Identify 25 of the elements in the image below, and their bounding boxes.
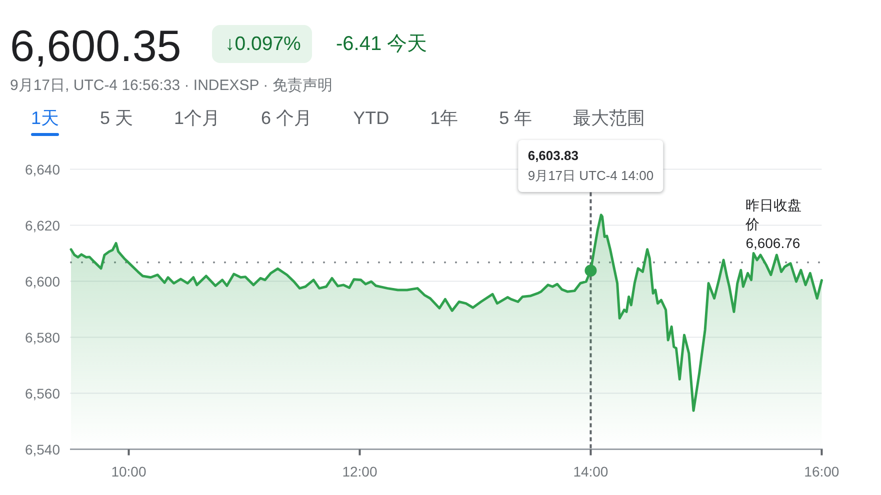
ref-label: 昨日收盘价 6,606.76	[746, 196, 803, 254]
x-tick-label: 10:00	[111, 463, 146, 480]
subtitle: 9月17日, UTC-4 16:56:33 · INDEXSP · 免责声明	[10, 76, 332, 96]
tab-label: 5 天	[100, 107, 134, 130]
x-tick-label: 12:00	[342, 463, 378, 480]
x-tick-label: 14:00	[573, 463, 608, 480]
tab-label: 最大范围	[573, 107, 646, 130]
tab-label: 6 个月	[261, 107, 312, 130]
ref-label: 9月17日 UTC-4 14:00	[528, 167, 654, 186]
tab-label: 1个月	[174, 107, 220, 130]
title: 6,600.35	[10, 25, 182, 69]
y-tick-label: 6,560	[24, 385, 60, 402]
change-percent: ↓0.097%	[212, 25, 312, 63]
y-tick-label: 6,600	[24, 273, 60, 290]
tab-label: 1年	[430, 107, 458, 130]
change-value: -6.41 今天	[336, 32, 428, 57]
y-tick-label: 6,640	[24, 161, 60, 178]
y-tick-label: 6,580	[24, 329, 60, 346]
tab-label: 1天	[31, 107, 60, 130]
tab-label: 5 年	[499, 107, 532, 130]
ref-label: 6,603.83	[528, 147, 580, 166]
x-tick-label: 16:00	[804, 463, 840, 480]
y-tick-label: 6,620	[24, 217, 60, 234]
tab-label: YTD	[353, 107, 390, 130]
y-tick-label: 6,540	[24, 441, 60, 458]
